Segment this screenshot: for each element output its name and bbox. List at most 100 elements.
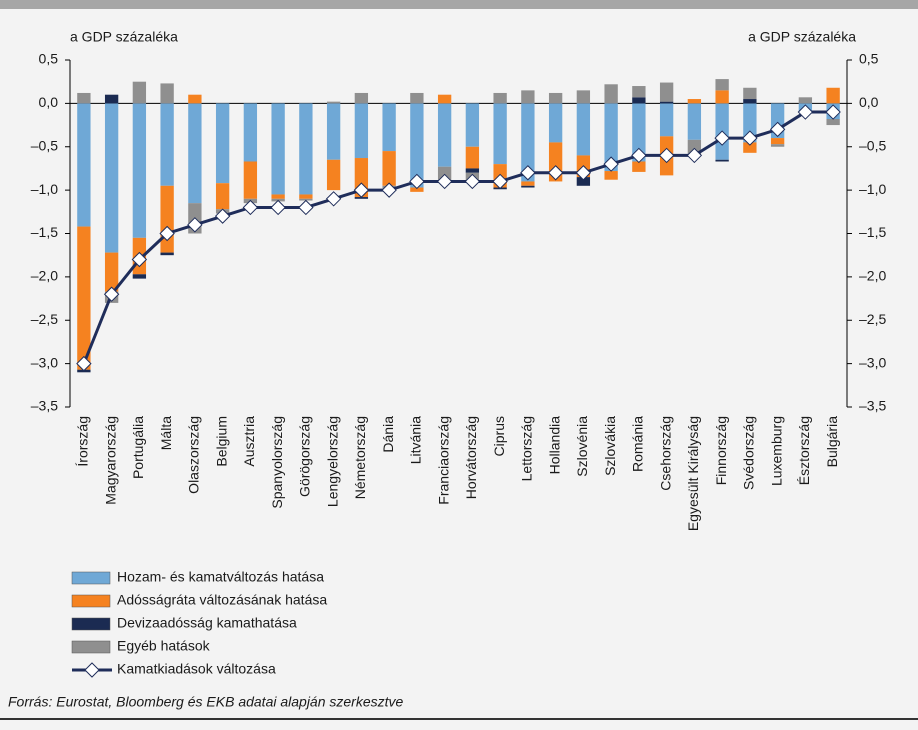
line-marker (520, 165, 536, 181)
line-marker (825, 104, 841, 120)
bar-segment (632, 103, 646, 162)
line-marker (547, 165, 564, 181)
line-marker (464, 173, 481, 190)
bar-segment (160, 185, 174, 253)
bar-segment (354, 197, 369, 199)
bar-segment (132, 274, 147, 279)
y-tick-label: –1,5 (31, 224, 58, 240)
line-marker (742, 130, 758, 146)
bar-segment (687, 103, 702, 140)
x-tick-label: Franciaország (435, 416, 451, 505)
bar-segment (382, 103, 396, 152)
legend-swatch (71, 640, 111, 654)
bar-segment (659, 103, 674, 137)
line-marker (436, 173, 453, 190)
bar-segment (493, 103, 507, 165)
bar-segment (437, 94, 452, 104)
legend-label: Devizaadósság kamathatása (117, 615, 297, 631)
bar-segment (243, 103, 258, 162)
bar-segment (770, 138, 785, 145)
bar-segment (548, 103, 563, 143)
x-tick-label: Lettország (519, 416, 535, 481)
line-marker (575, 165, 592, 181)
bar-segment (326, 101, 341, 104)
x-tick-label: Svédország (741, 416, 757, 490)
bar-segment (659, 82, 674, 102)
bar-segment (215, 103, 230, 184)
bar-segment (715, 79, 729, 91)
x-tick-label: Ciprus (491, 416, 507, 456)
y-tick-label: –3,0 (31, 354, 58, 370)
x-tick-label: Egyesült Királyság (685, 416, 701, 531)
bar-segment (77, 226, 91, 370)
line-marker (214, 208, 231, 224)
top-band (0, 0, 918, 9)
line-marker (298, 199, 314, 216)
y-tick-label: –2,0 (31, 268, 58, 284)
x-tick-label: Litvánia (408, 416, 424, 464)
bar-segment (743, 103, 757, 143)
bar-segment (299, 198, 313, 201)
y-tick-label: –2,5 (31, 311, 58, 327)
bar-segment (743, 142, 757, 153)
bar-segment (604, 103, 618, 172)
x-tick-label: Horvátország (463, 416, 479, 499)
legend-label: Egyéb hatások (117, 638, 211, 654)
line-marker (381, 182, 397, 198)
x-tick-label: Hollandia (546, 416, 562, 475)
bar-segment (437, 103, 452, 167)
line-series (82, 110, 834, 365)
bar-segment (521, 181, 535, 186)
legend-swatch (71, 594, 111, 608)
bar-segment (632, 86, 646, 98)
line-marker (159, 225, 175, 242)
source-note: Forrás: Eurostat, Bloomberg és EKB adata… (8, 694, 404, 710)
bar-segment (326, 159, 341, 191)
line-marker (631, 147, 647, 164)
legend-swatch (71, 617, 111, 631)
bar-segment (465, 146, 480, 169)
x-tick-label: Románia (630, 416, 646, 472)
y2-tick-label: –0,5 (859, 137, 886, 153)
bar-segment (521, 103, 535, 182)
bar-segment (160, 83, 174, 104)
bar-segment (188, 94, 202, 104)
bar-segment (770, 144, 785, 147)
x-tick-label: Görögország (297, 416, 313, 497)
bar-segment (632, 161, 646, 172)
bar-segment (160, 103, 174, 186)
y-tick-label: –3,5 (31, 398, 58, 414)
bar-segment (465, 103, 480, 147)
bar-segment (104, 103, 119, 253)
legend-swatch (71, 571, 111, 585)
line-marker (353, 182, 370, 198)
x-tick-label: Luxemburg (768, 416, 784, 486)
x-tick-label: Németország (352, 416, 368, 499)
y-tick-label: –0,5 (31, 137, 58, 153)
line-marker (270, 199, 286, 216)
bar-segment (715, 90, 729, 104)
legend-marker (84, 662, 100, 678)
y-tick-label: –1,0 (31, 181, 58, 197)
x-tick-label: Magyarország (102, 416, 118, 505)
bar-segment (77, 92, 91, 104)
y2-tick-label: –3,0 (859, 354, 886, 370)
bar-segment (410, 92, 424, 104)
bar-segment (604, 84, 618, 104)
y2-tick-label: 0,5 (859, 51, 879, 67)
legend-label: Kamatkiadások változása (117, 661, 276, 677)
line-marker (76, 355, 92, 372)
bar-segment (354, 103, 369, 159)
bar-segment (104, 94, 119, 104)
x-tick-label: Ausztria (241, 416, 257, 467)
bar-segment (410, 103, 424, 188)
bar-segment (299, 103, 313, 195)
x-tick-label: Spanyolország (269, 416, 285, 509)
y2-tick-label: –2,0 (859, 268, 886, 284)
bar-segment (382, 151, 396, 186)
bar-segment (299, 194, 313, 199)
line-marker (492, 173, 508, 190)
legend-label: Hozam- és kamatváltozás hatása (117, 569, 324, 585)
x-tick-label: Bulgária (824, 416, 840, 468)
x-tick-label: Belgium (213, 416, 229, 467)
